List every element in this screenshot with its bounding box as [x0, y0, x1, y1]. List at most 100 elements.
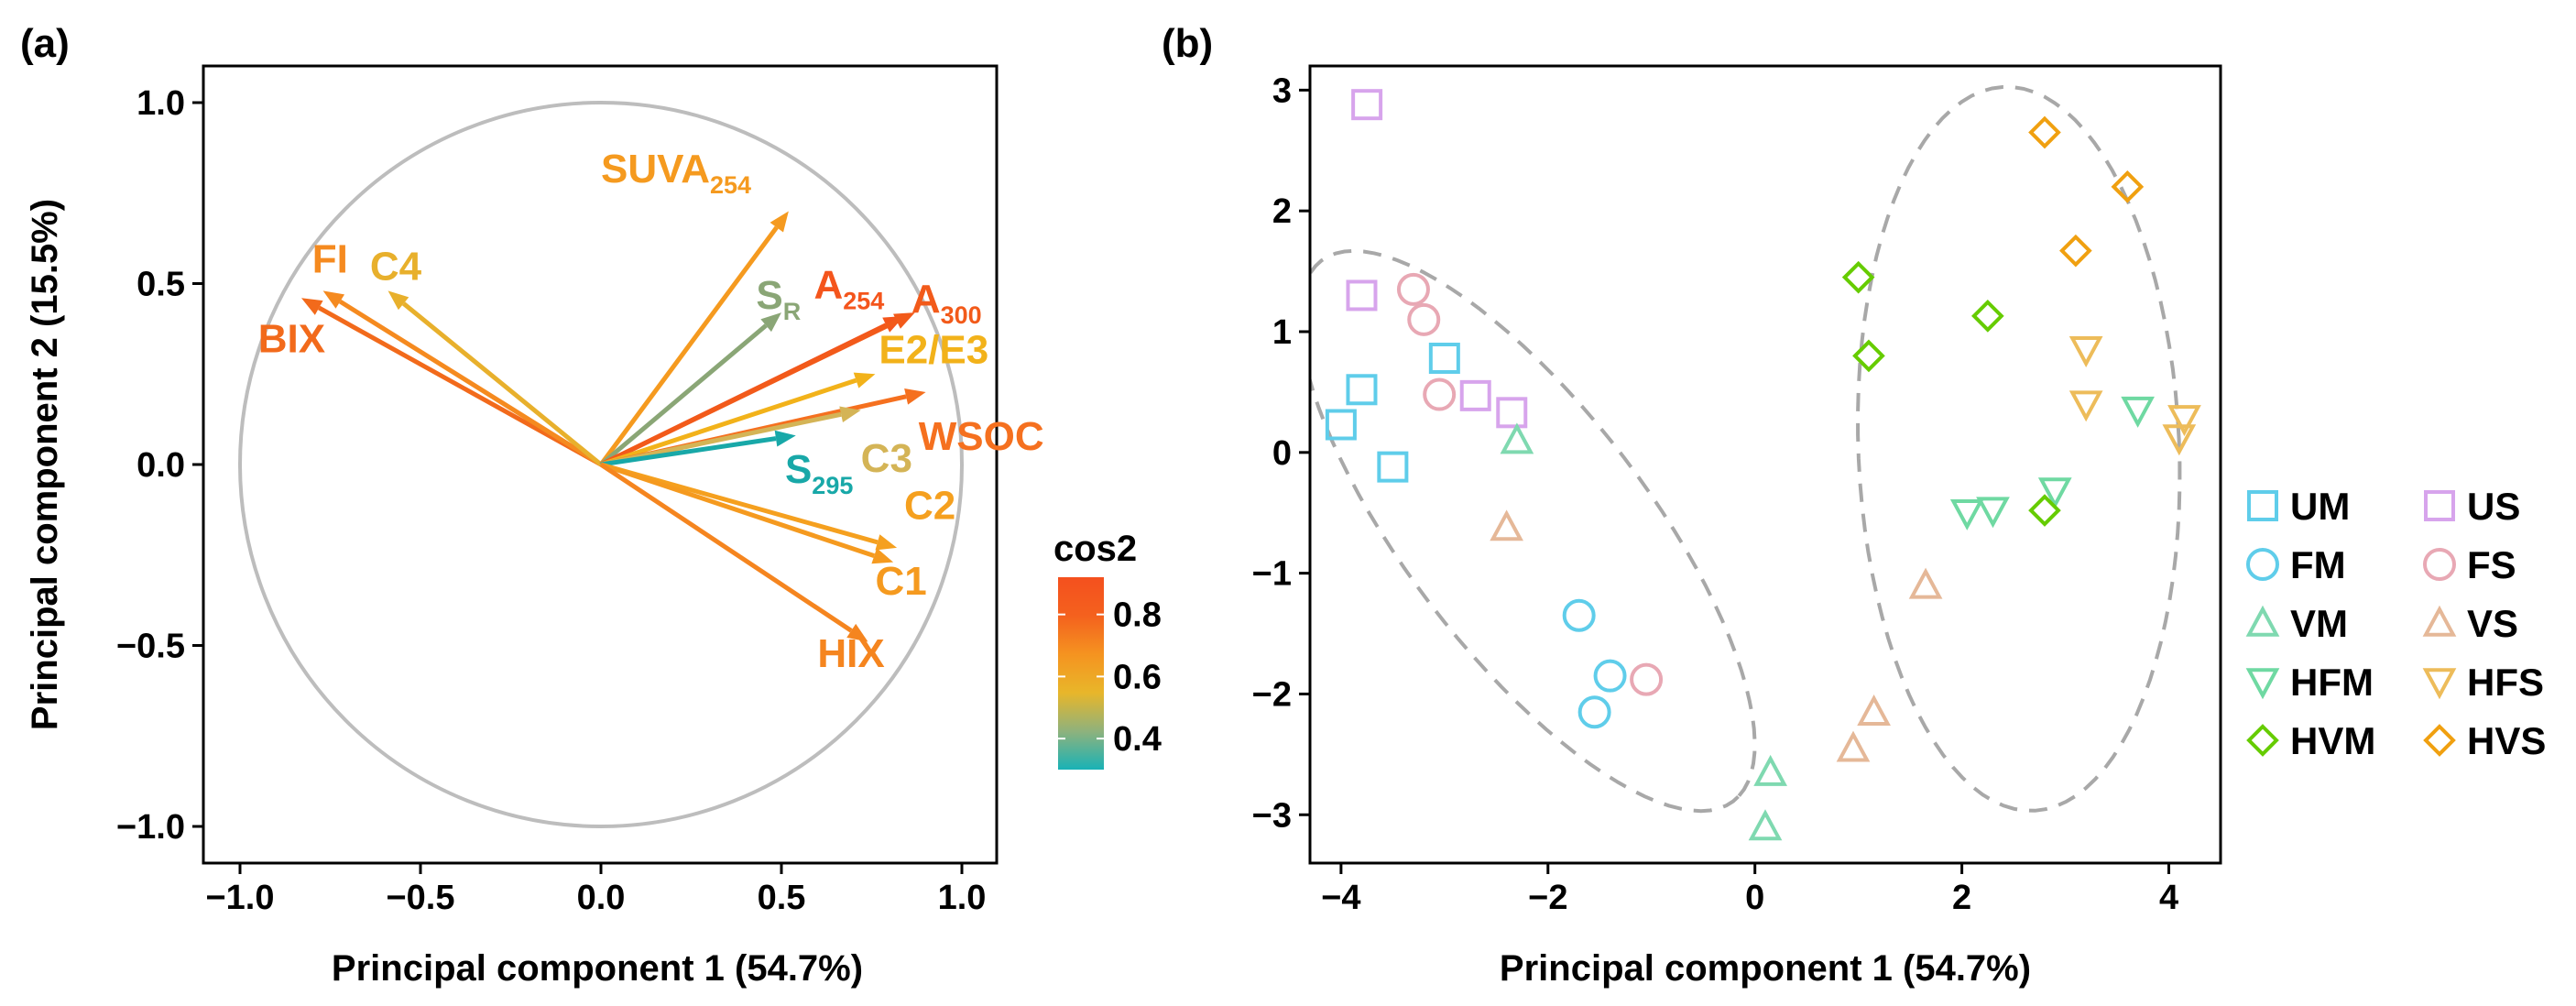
point-hfm	[1949, 498, 1984, 530]
point-hfs	[2162, 424, 2197, 456]
point-vs	[1908, 567, 1943, 599]
vector-label: C2	[904, 483, 955, 528]
vector-arrow	[599, 323, 768, 466]
legend-item-fs: FS	[2423, 543, 2516, 586]
vector-label: C1	[875, 559, 926, 604]
vector-sr: SR	[599, 273, 801, 466]
colorbar-tick-label: 0.6	[1113, 658, 1162, 696]
point-us	[1459, 379, 1491, 411]
vector-arrow	[600, 436, 777, 467]
vector-label: C4	[370, 245, 422, 290]
point-us	[1346, 279, 1378, 312]
series-um	[1325, 343, 1460, 483]
arrow-head	[871, 548, 894, 564]
legend-label: HFM	[2290, 661, 2374, 704]
legend-marker	[2245, 668, 2280, 700]
panel-a-label: (a)	[20, 21, 70, 66]
vector-arrow	[317, 305, 603, 467]
arrow-head	[839, 406, 861, 423]
legend-marker	[2247, 490, 2278, 521]
point-hfs	[2167, 405, 2201, 437]
panel-b-label: (b)	[1162, 21, 1213, 66]
point-vs	[1490, 509, 1523, 541]
vector-label: S295	[785, 447, 853, 499]
vector-arrow	[600, 411, 842, 467]
point-fm	[1593, 659, 1627, 693]
x-tick-label: −2	[1528, 879, 1567, 917]
panel-a-ylabel: Principal component 2 (15.5%)	[25, 199, 65, 730]
unit-circle	[238, 101, 964, 828]
point-us	[1496, 397, 1528, 429]
legend: UM US FM FS VM VS HFM HFS HVM HVS	[2245, 485, 2546, 762]
vector-c1: C1	[600, 462, 927, 604]
series-hfm	[1949, 396, 2155, 530]
legend-item-hfs: HFS	[2422, 661, 2544, 704]
arrow-head	[322, 290, 345, 309]
vector-arrow	[338, 299, 603, 467]
point-um	[1325, 409, 1357, 441]
legend-marker	[2246, 548, 2279, 581]
legend-marker	[2424, 490, 2455, 521]
vector-fi: FI	[312, 237, 603, 467]
series-fm	[1562, 598, 1627, 729]
vector-arrow	[600, 462, 876, 559]
vector-arrow	[402, 301, 603, 466]
vector-label: SR	[756, 273, 801, 325]
point-hfs	[2068, 390, 2103, 422]
point-hvs	[2111, 169, 2145, 203]
x-tick-label: 4	[2159, 879, 2178, 917]
point-vm	[1753, 754, 1788, 786]
vector-c3: C3	[600, 406, 912, 481]
arrow-head	[846, 623, 868, 642]
point-vs	[1836, 730, 1871, 762]
x-tick-label: 2	[1952, 879, 1971, 917]
arrow-head	[893, 312, 915, 329]
colorbar-title: cos2	[1053, 529, 1137, 569]
series-vs	[1490, 509, 1943, 762]
point-um	[1377, 451, 1409, 483]
vector-arrow	[599, 319, 899, 467]
point-fs	[1423, 377, 1457, 411]
vector-arrow	[600, 377, 857, 467]
legend-item-vs: VS	[2422, 602, 2518, 645]
series-hfs	[2068, 336, 2201, 456]
arrow-head	[760, 312, 781, 333]
y-tick-label: 2	[1272, 192, 1292, 231]
colorbar-tick-label: 0.4	[1113, 720, 1162, 759]
ellipse-right-group	[1856, 84, 2182, 813]
legend-label: UM	[2290, 485, 2350, 528]
point-fs	[1407, 302, 1441, 336]
y-tick-label: 1	[1272, 313, 1292, 352]
vector-arrow	[600, 462, 879, 545]
point-hvs	[2059, 234, 2092, 268]
legend-item-hvm: HVM	[2246, 719, 2375, 762]
vector-label: A254	[813, 262, 884, 314]
point-hvm	[1971, 300, 2004, 333]
panel-b-frame	[1308, 64, 2222, 865]
arrow-head	[387, 290, 409, 311]
vector-label: HIX	[817, 631, 884, 676]
colorbar-gradient	[1058, 577, 1104, 770]
point-hfs	[2068, 336, 2103, 367]
legend-item-um: UM	[2247, 485, 2350, 528]
legend-marker	[2422, 668, 2457, 700]
legend-item-fm: FM	[2246, 543, 2346, 586]
x-tick-label: 1.0	[938, 879, 987, 917]
y-tick-label: −1.0	[116, 808, 185, 847]
series-fs	[1396, 272, 1664, 696]
vector-label: A300	[911, 277, 982, 329]
legend-label: HVS	[2467, 719, 2546, 762]
x-tick-label: −0.5	[386, 879, 454, 917]
vector-label: WSOC	[919, 414, 1044, 459]
x-tick-label: 0	[1745, 879, 1764, 917]
arrow-head	[300, 298, 323, 315]
legend-item-us: US	[2424, 485, 2520, 528]
series-vm	[1500, 422, 1788, 841]
vector-arrow	[598, 225, 779, 466]
arrow-head	[904, 388, 926, 405]
vector-bix: BIX	[258, 298, 603, 467]
x-tick-label: 0.0	[577, 879, 626, 917]
vector-c4: C4	[370, 245, 603, 466]
point-hfm	[1976, 497, 2010, 529]
